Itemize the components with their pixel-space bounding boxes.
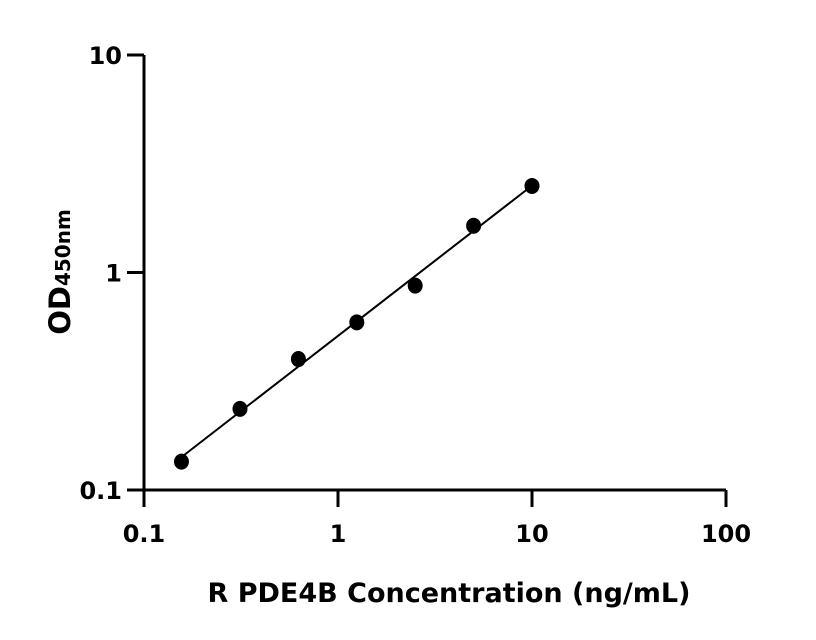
data-point xyxy=(524,177,540,194)
y-tick-label: 10 xyxy=(89,42,122,70)
data-point xyxy=(290,351,306,368)
data-point xyxy=(466,217,482,234)
data-point xyxy=(173,453,189,470)
y-tick-label: 0.1 xyxy=(79,477,122,505)
data-point xyxy=(232,400,248,417)
y-axis-label-main: OD xyxy=(43,286,77,335)
y-tick-label: 1 xyxy=(105,260,122,288)
y-axis-label-sub: 450nm xyxy=(51,209,75,286)
x-tick-label: 0.1 xyxy=(123,520,166,548)
x-tick-label: 10 xyxy=(515,520,548,548)
axes xyxy=(142,55,726,492)
x-axis-label: R PDE4B Concentration (ng/mL) xyxy=(208,578,691,609)
ticks: 0.1 1 10 100 0.1 1 10 xyxy=(79,42,751,548)
data-points xyxy=(173,177,540,470)
y-axis-label: OD450nm xyxy=(43,209,77,335)
data-point xyxy=(407,277,423,294)
x-tick-label: 100 xyxy=(701,520,751,548)
data-point xyxy=(349,314,365,331)
x-tick-label: 1 xyxy=(330,520,347,548)
